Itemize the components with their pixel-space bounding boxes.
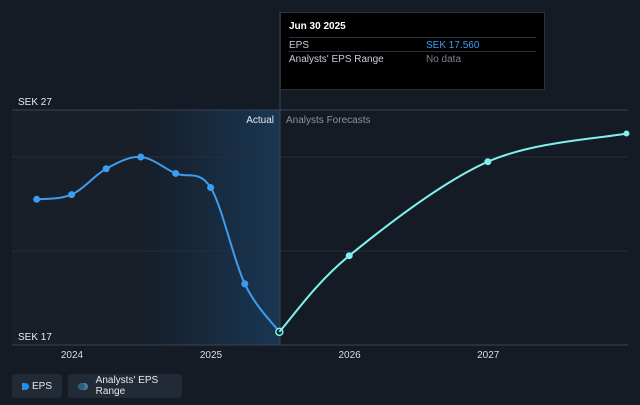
forecast-point [484, 158, 492, 166]
x-tick-label: 2027 [477, 350, 500, 361]
y-tick-label: SEK 27 [18, 97, 52, 108]
eps-point [241, 280, 249, 288]
eps-point [102, 165, 110, 173]
x-tick-label: 2026 [338, 350, 361, 361]
eps-point [172, 169, 180, 177]
x-axis-labels: 2024 2025 2026 2027 [61, 350, 500, 361]
eps-point [68, 191, 76, 199]
x-tick-label: 2024 [61, 350, 84, 361]
y-axis-labels: SEK 27 SEK 17 [18, 97, 52, 343]
actual-label: Actual [246, 115, 274, 126]
eps-point [137, 153, 145, 161]
forecast-point [345, 252, 353, 260]
series-layer [33, 130, 630, 337]
legend-eps-label: EPS [31, 380, 52, 392]
y-tick-label: SEK 17 [18, 332, 52, 343]
tooltip-range-label: Analysts' EPS Range [289, 54, 384, 65]
tooltip: Jun 30 2025 EPS SEK 17.560 Analysts' EPS… [280, 12, 545, 90]
tooltip-row-range: Analysts' EPS Range No data [289, 51, 536, 66]
tooltip-eps-label: EPS [289, 40, 310, 51]
eps-point [33, 195, 41, 203]
forecast-label: Analysts Forecasts [286, 115, 370, 126]
eps-legend-icon [22, 382, 29, 390]
eps-point [207, 184, 215, 192]
eps-line [36, 155, 281, 333]
forecast-point [623, 130, 630, 137]
legend-range-label: Analysts' EPS Range [95, 375, 159, 397]
x-tick-label: 2025 [200, 350, 223, 361]
past-period-band [12, 110, 142, 345]
tooltip-range-value: No data [426, 54, 462, 65]
tooltip-eps-value: SEK 17.560 [426, 40, 480, 51]
legend-range-button[interactable]: Analysts' EPS Range [68, 374, 182, 398]
forecast-line [278, 132, 627, 333]
tooltip-row-eps: EPS SEK 17.560 [289, 37, 536, 52]
grid-lines [12, 109, 628, 346]
range-legend-icon [78, 382, 88, 390]
legend-eps-button[interactable]: EPS [12, 374, 62, 398]
actual-period-highlight [142, 110, 280, 345]
tooltip-title: Jun 30 2025 [289, 21, 346, 32]
